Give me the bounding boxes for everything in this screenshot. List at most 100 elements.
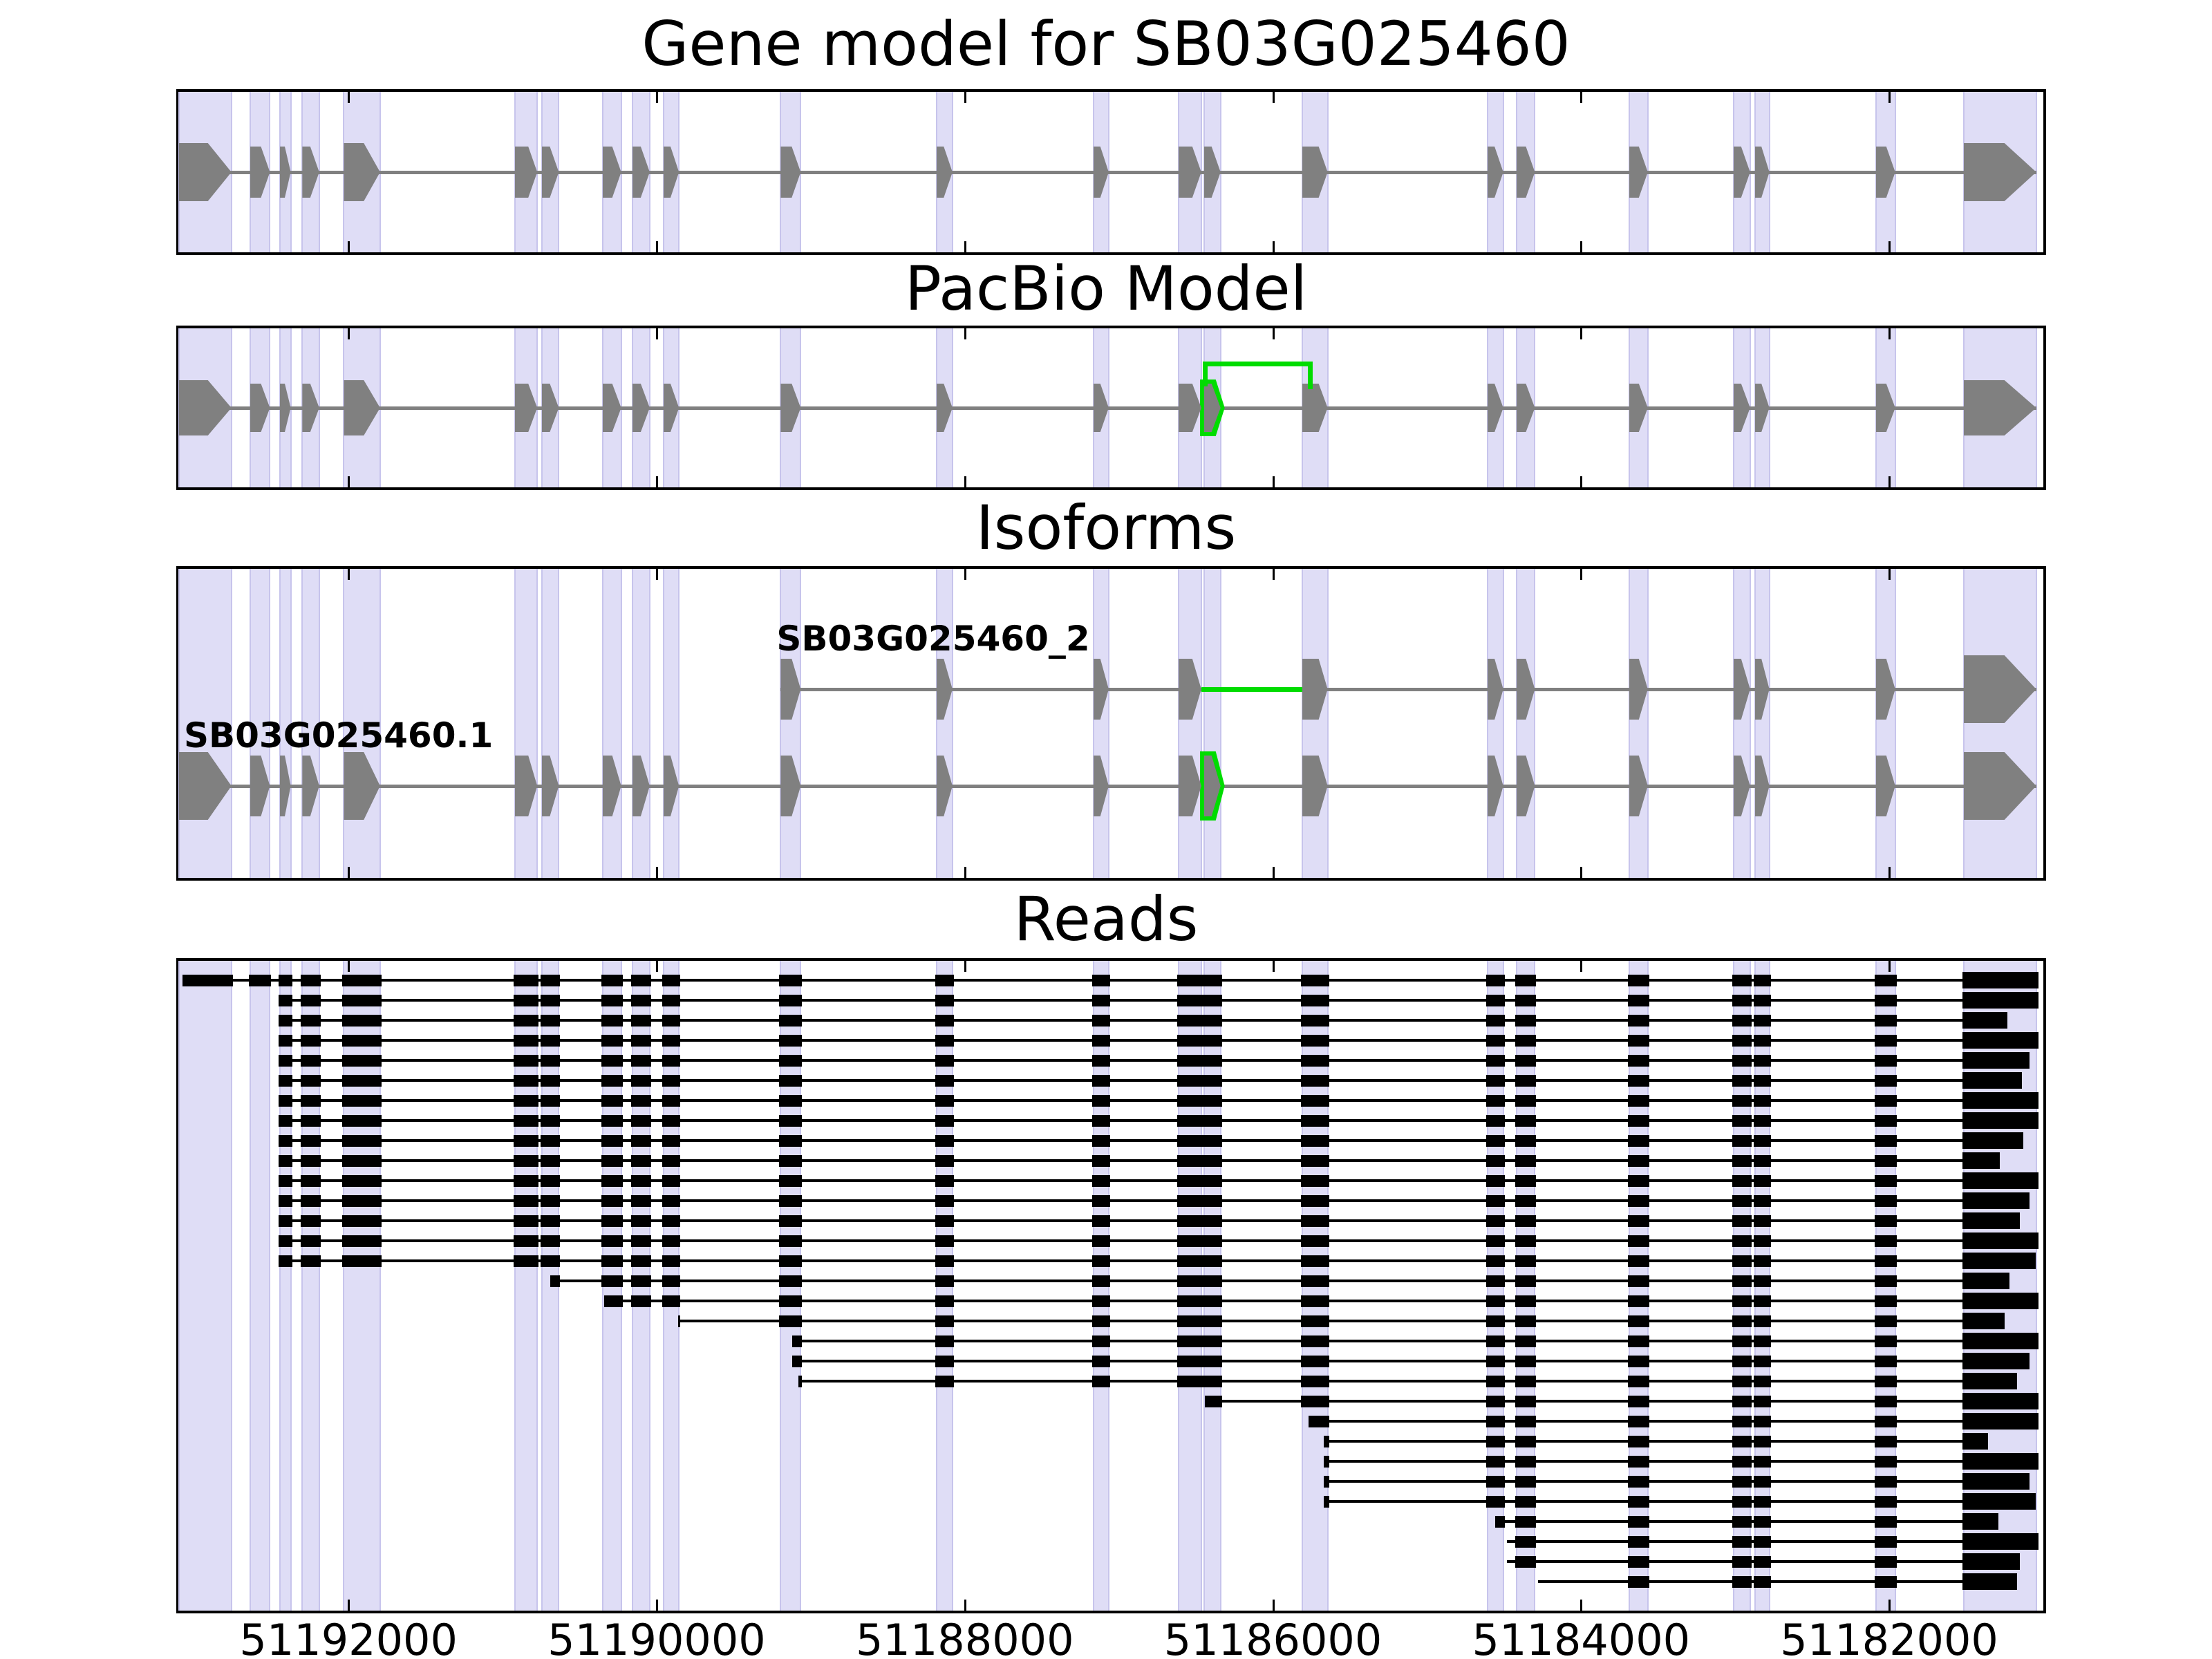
read-exon-block (1177, 1355, 1203, 1367)
read-exon-block (1485, 1194, 1505, 1207)
read-exon-block (1202, 1295, 1222, 1307)
read-exon-block (540, 1154, 561, 1167)
read-exon-block (1753, 1154, 1771, 1167)
read-exon-block (1091, 1134, 1110, 1147)
axis-tick (655, 328, 658, 339)
read-exon-block (1485, 1134, 1505, 1147)
read-exon-block (1202, 1054, 1222, 1067)
read-exon-block (278, 1235, 292, 1247)
read-exon-block (1515, 1034, 1537, 1047)
read-exon-block (1732, 1194, 1752, 1207)
read-exon-block (1732, 1395, 1752, 1407)
read-exon-block (630, 1295, 651, 1307)
x-tick-label: 51184000 (1472, 1615, 1691, 1659)
read-exon-block (1874, 1475, 1897, 1488)
read-exon-block (935, 1315, 954, 1327)
read-exon-block (1202, 1074, 1222, 1087)
read-exon-block (935, 1194, 954, 1207)
read-exon-block (779, 1295, 803, 1307)
read-exon-block (1485, 1335, 1505, 1347)
read-exon-block (550, 1275, 561, 1287)
read-exon-block (301, 994, 321, 1006)
read-exon-block (342, 994, 382, 1006)
read-exon-block (513, 1094, 539, 1107)
read-exon-block (1753, 1395, 1771, 1407)
read-exon-block (1753, 1435, 1771, 1447)
read-exon-block (1627, 1235, 1649, 1247)
axis-tick (655, 867, 658, 878)
read-exon-block (540, 1194, 561, 1207)
read-exon-block (1515, 974, 1537, 986)
axis-tick (1580, 961, 1583, 972)
read-exon-block (601, 1174, 623, 1187)
read-exon-block (1627, 1014, 1649, 1027)
read-exon-block (1485, 1435, 1505, 1447)
read-exon-block (1874, 1415, 1897, 1427)
read-exon-block (601, 1074, 623, 1087)
read-exon-block (1177, 1054, 1203, 1067)
read-exon-block (540, 1255, 561, 1267)
read-line (1310, 1420, 2038, 1423)
read-exon-block (1874, 1054, 1897, 1067)
axis-tick (1272, 92, 1275, 103)
read-exon-block (1202, 994, 1222, 1006)
axis-tick (348, 1600, 350, 1611)
read-line (279, 1019, 2007, 1022)
panel-gene-model (176, 89, 2046, 255)
read-exon-block (1515, 1335, 1537, 1347)
intron-line (780, 687, 2036, 691)
read-exon-block (662, 1215, 681, 1227)
read-exon-block (935, 1375, 954, 1387)
read-exon-block (342, 1194, 382, 1207)
axis-tick (1272, 867, 1275, 878)
read-exon-block (779, 1014, 803, 1027)
read-exon-block (935, 1235, 954, 1247)
read-exon-block (342, 1174, 382, 1187)
read-exon-block (1627, 1174, 1649, 1187)
read-exon-block (1753, 1134, 1771, 1147)
read-exon-block (1515, 1555, 1537, 1568)
read-exon-block (1300, 1154, 1329, 1167)
read-exon-block (1300, 994, 1329, 1006)
read-exon-block (1753, 1555, 1771, 1568)
read-terminal-exon-block (1962, 1453, 2039, 1470)
read-exon-block (278, 1054, 292, 1067)
read-exon-block (1732, 1034, 1752, 1047)
read-exon-block (1485, 1355, 1505, 1367)
axis-tick (348, 328, 350, 339)
read-exon-block (630, 1134, 651, 1147)
exon-highlight-band (1301, 569, 1329, 878)
read-exon-block (935, 974, 954, 986)
read-line (800, 1380, 2016, 1382)
panel-title-reads: Reads (1013, 883, 1199, 955)
read-exon-block (1874, 1315, 1897, 1327)
read-exon-block (1753, 1275, 1771, 1287)
read-exon-block (513, 1014, 539, 1027)
read-exon-block (540, 1235, 561, 1247)
read-exon-block (301, 1094, 321, 1107)
read-exon-block (1753, 1455, 1771, 1468)
read-exon-block (1515, 1495, 1537, 1508)
exon-highlight-band (780, 569, 802, 878)
read-exon-block (630, 1235, 651, 1247)
green-junction-bracket-left (1202, 362, 1208, 386)
read-exon-block (1732, 1235, 1752, 1247)
axis-tick (1888, 328, 1891, 339)
read-exon-block (1300, 1114, 1329, 1127)
read-exon-block (1324, 1435, 1329, 1447)
panel-title-isoforms: Isoforms (975, 492, 1237, 563)
read-terminal-exon-block (1962, 1393, 2039, 1409)
read-exon-block (1091, 1355, 1110, 1367)
exon-highlight-band (301, 961, 320, 1611)
read-exon-block (1627, 1475, 1649, 1488)
read-exon-block (1874, 1495, 1897, 1508)
read-exon-block (1627, 1555, 1649, 1568)
axis-tick (964, 867, 966, 878)
read-exon-block (1874, 1555, 1897, 1568)
read-exon-block (1485, 1074, 1505, 1087)
read-exon-block (301, 1255, 321, 1267)
read-line (279, 1079, 2021, 1082)
read-exon-block (1091, 1074, 1110, 1087)
read-exon-block (1627, 1395, 1649, 1407)
read-terminal-exon-block (1962, 1253, 2036, 1269)
